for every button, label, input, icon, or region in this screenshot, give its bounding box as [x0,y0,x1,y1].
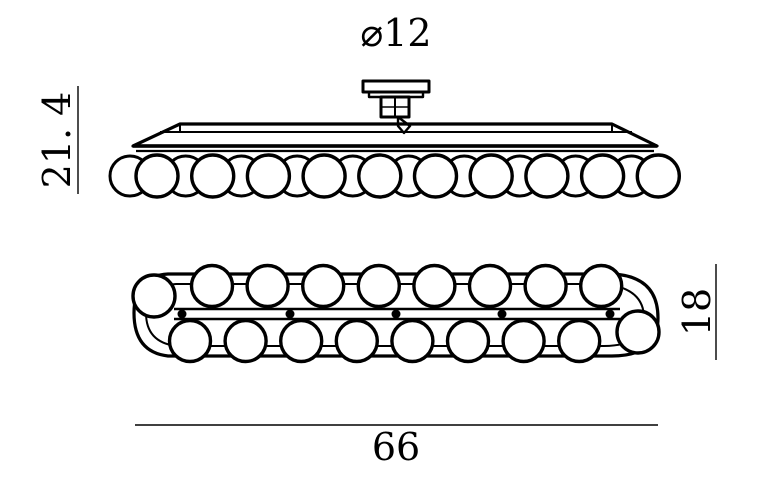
end-globe-right [615,309,661,355]
top-upper-globe [245,263,290,309]
top-upper-globe [412,263,457,309]
height-dimension: 21. 4 [35,86,79,194]
top-lower-globe [223,318,268,364]
top-view-end-globes [131,273,661,355]
end-globe-left [131,273,177,319]
side-front-globe [189,153,236,199]
top-view-rail-joints [177,309,615,319]
depth-dimension: 18 [675,264,719,360]
rail-joint [285,309,295,319]
side-front-globe [357,153,403,199]
top-lower-globe [279,318,324,364]
width-dimension-label: 66 [372,425,420,469]
side-front-globe [468,153,514,199]
top-upper-globe [579,263,624,309]
side-view [108,79,681,199]
top-view [131,263,661,364]
top-lower-globe [445,318,491,364]
width-dimension: 66 [135,424,658,469]
top-view-lower-globes [167,318,602,364]
top-upper-globe [356,263,401,309]
height-dimension-label: 21. 4 [35,92,79,189]
canopy-bar [131,122,659,153]
rail-joint [605,309,615,319]
rail-joint [497,309,507,319]
top-lower-globe [390,318,435,364]
top-upper-globe [189,263,235,309]
top-lower-globe [334,318,379,364]
side-front-globe [412,153,459,199]
top-upper-globe [301,263,346,309]
side-front-globe [301,153,347,199]
side-front-globe [524,153,570,199]
side-front-globe [134,153,180,199]
side-front-globe [579,153,626,199]
rail-joint [391,309,401,319]
side-view-front-globes [134,153,681,199]
top-lower-globe [557,318,602,364]
top-view-upper-globes [189,263,624,309]
top-lower-globe [167,318,213,364]
rail-joint [177,309,187,319]
top-lower-globe [501,318,546,364]
side-front-globe [245,153,292,199]
diameter-dimension-label: ⌀12 [360,11,431,55]
top-upper-globe [523,263,568,309]
top-upper-globe [467,263,513,309]
side-front-globe [635,153,681,199]
depth-dimension-label: 18 [675,288,719,336]
